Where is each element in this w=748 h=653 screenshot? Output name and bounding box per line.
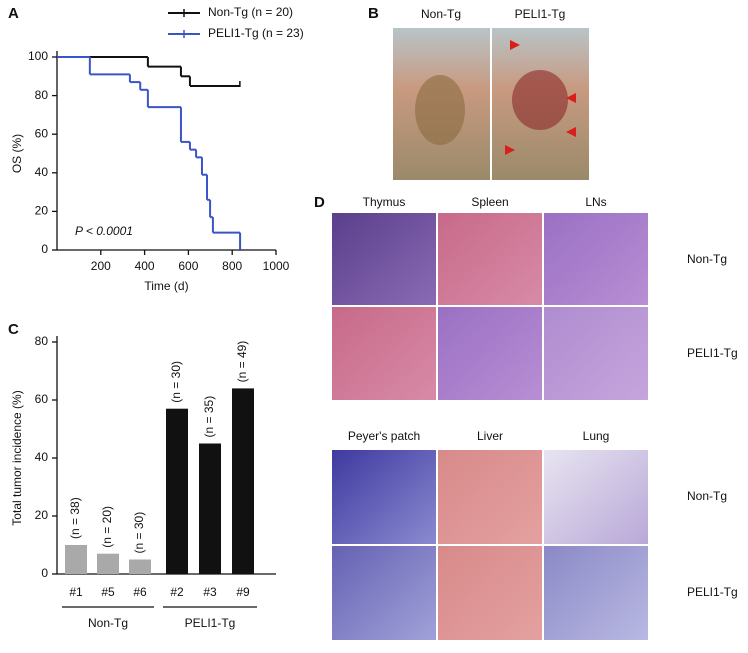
column-label: Liver <box>477 429 503 443</box>
bar <box>129 559 151 574</box>
x-axis-label: Time (d) <box>144 279 188 293</box>
bar-annotation: (n = 38) <box>68 497 82 539</box>
legend-label: PELI1-Tg (n = 23) <box>208 26 304 40</box>
panel-letter: A <box>8 5 19 22</box>
panel-letter: B <box>368 5 379 22</box>
x-tick-label: #9 <box>236 585 250 599</box>
histology-grid <box>332 213 648 640</box>
x-tick-label: 200 <box>91 259 111 273</box>
y-tick-label: 40 <box>35 450 49 464</box>
x-tick-label: #5 <box>101 585 115 599</box>
annotation: P < 0.0001 <box>75 224 133 238</box>
y-tick-label: 0 <box>41 242 48 256</box>
bar-annotation: (n = 30) <box>132 512 146 554</box>
group-label: PELI1-Tg <box>185 616 236 630</box>
bar <box>166 408 188 574</box>
bar-annotation: (n = 30) <box>169 361 183 403</box>
row-label: PELI1-Tg <box>687 346 738 360</box>
column-label: PELI1-Tg <box>515 7 566 21</box>
y-tick-label: 80 <box>35 334 49 348</box>
y-axis-label: OS (%) <box>10 134 24 173</box>
panel-letter: D <box>314 194 325 211</box>
legend-label: Non-Tg (n = 20) <box>208 5 293 19</box>
bar-annotation: (n = 20) <box>100 506 114 548</box>
panel-letter: C <box>8 321 19 338</box>
y-tick-label: 100 <box>28 49 48 63</box>
x-tick-label: #3 <box>203 585 217 599</box>
group-label: Non-Tg <box>88 616 128 630</box>
x-tick-label: 400 <box>135 259 155 273</box>
x-tick-label: 800 <box>222 259 242 273</box>
x-tick-label: 600 <box>178 259 198 273</box>
column-label: LNs <box>585 195 606 209</box>
organ <box>415 75 465 145</box>
bar-annotation: (n = 35) <box>202 396 216 438</box>
organ <box>512 70 568 130</box>
column-label: Spleen <box>471 195 508 209</box>
x-tick-label: #2 <box>170 585 184 599</box>
y-tick-label: 20 <box>35 204 49 218</box>
bar <box>65 545 87 574</box>
arrows <box>505 40 576 155</box>
row-label: Non-Tg <box>687 252 727 266</box>
bar <box>232 388 254 574</box>
row-label: PELI1-Tg <box>687 585 738 599</box>
bar <box>199 443 221 574</box>
x-tick-label: #6 <box>133 585 147 599</box>
row-label: Non-Tg <box>687 489 727 503</box>
column-label: Peyer's patch <box>348 429 420 443</box>
y-tick-label: 80 <box>35 88 49 102</box>
y-tick-label: 60 <box>35 126 49 140</box>
y-tick-label: 40 <box>35 165 49 179</box>
x-tick-label: #1 <box>69 585 83 599</box>
column-label: Thymus <box>363 195 406 209</box>
y-tick-label: 60 <box>35 392 49 406</box>
x-tick-label: 1000 <box>263 259 290 273</box>
y-tick-label: 20 <box>35 508 49 522</box>
column-label: Lung <box>583 429 610 443</box>
y-axis-label: Total tumor incidence (%) <box>10 390 24 525</box>
column-label: Non-Tg <box>421 7 461 21</box>
y-tick-label: 0 <box>41 566 48 580</box>
bar <box>97 553 119 574</box>
bar-annotation: (n = 49) <box>235 341 249 383</box>
